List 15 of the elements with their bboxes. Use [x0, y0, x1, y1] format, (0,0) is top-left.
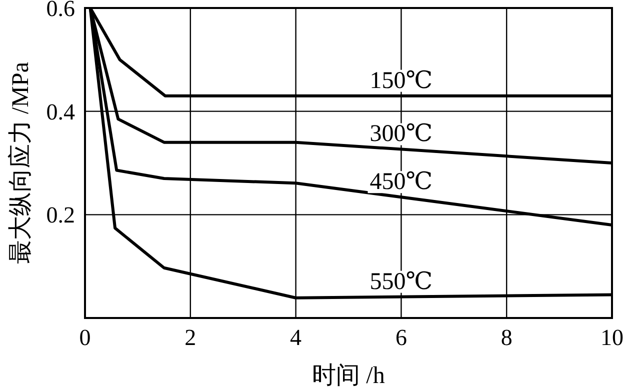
x-tick-label: 2: [184, 325, 196, 350]
x-tick-label: 0: [79, 325, 91, 350]
y-axis-title: 最大纵向应力 /MPa: [7, 62, 34, 264]
x-tick-label: 4: [290, 325, 302, 350]
series-label: 150℃: [370, 68, 433, 94]
series-label: 450℃: [370, 169, 433, 196]
series-label: 300℃: [370, 121, 433, 148]
x-tick-label: 6: [395, 325, 407, 350]
y-tick-label: 0.4: [46, 99, 76, 124]
y-tick-label: 0.6: [46, 0, 75, 21]
y-tick-label: 0.2: [46, 202, 75, 228]
x-tick-label: 10: [600, 325, 624, 350]
x-tick-label: 8: [500, 325, 512, 350]
series-label: 550℃: [370, 268, 433, 295]
x-axis-title: 时间 /h: [312, 363, 385, 389]
